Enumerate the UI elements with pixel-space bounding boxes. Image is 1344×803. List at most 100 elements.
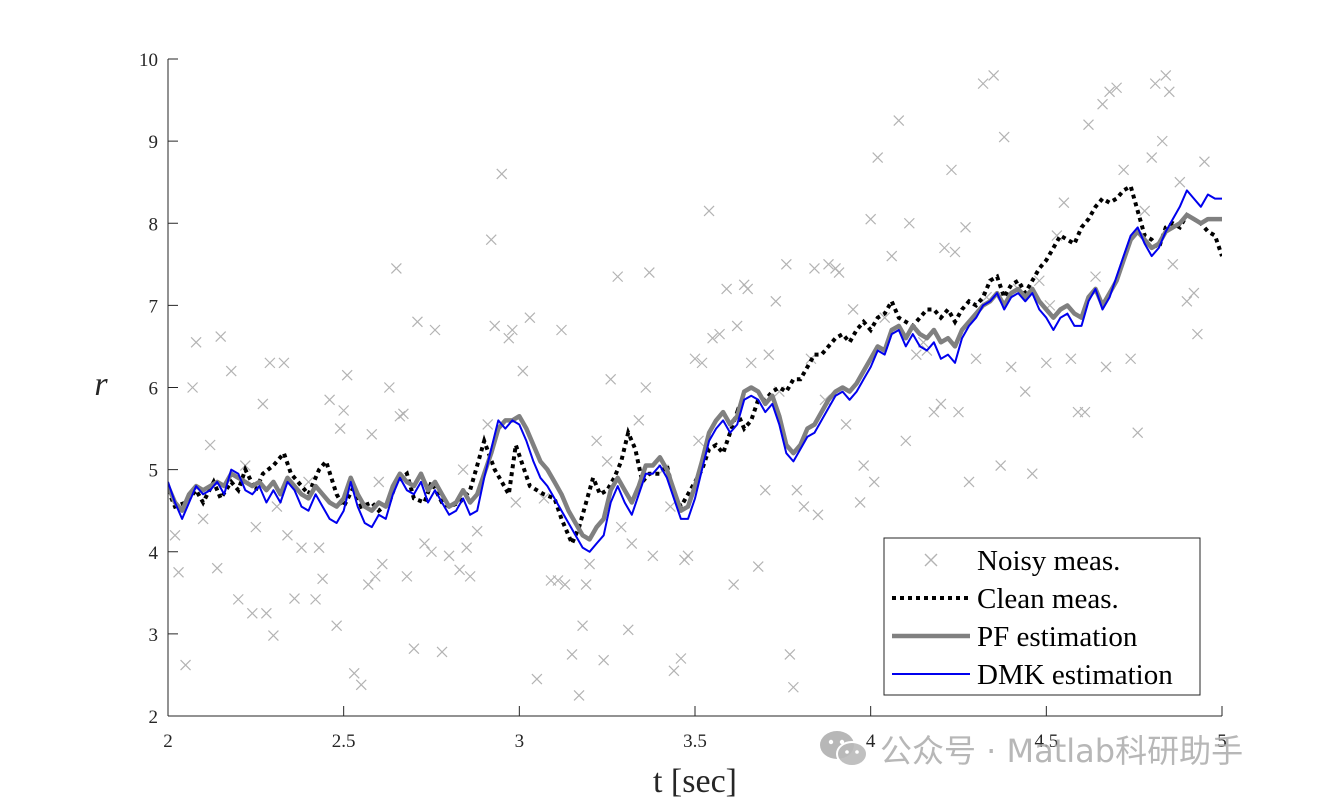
noisy-marker-179 bbox=[1167, 258, 1179, 270]
noisy-marker-66 bbox=[538, 492, 550, 504]
noisy-marker-118 bbox=[812, 509, 824, 521]
noisy-marker-16 bbox=[264, 357, 276, 369]
noisy-marker-177 bbox=[1160, 70, 1172, 81]
noisy-marker-30 bbox=[338, 405, 350, 416]
noisy-marker-56 bbox=[482, 419, 494, 430]
noisy-marker-25 bbox=[313, 542, 325, 554]
y-tick-label: 6 bbox=[149, 379, 159, 400]
clean-measurements-series bbox=[168, 183, 1222, 549]
noisy-marker-142 bbox=[949, 246, 961, 258]
noisy-marker-161 bbox=[1065, 353, 1077, 365]
noisy-marker-61 bbox=[506, 324, 518, 336]
noisy-marker-94 bbox=[689, 353, 701, 365]
noisy-marker-96 bbox=[696, 357, 708, 369]
noisy-marker-122 bbox=[833, 267, 845, 278]
noisy-marker-49 bbox=[436, 646, 448, 658]
y-tick-label: 3 bbox=[149, 625, 159, 646]
noisy-marker-65 bbox=[531, 673, 543, 685]
y-tick-label: 2 bbox=[149, 707, 159, 728]
noisy-marker-76 bbox=[591, 435, 603, 447]
noisy-marker-93 bbox=[682, 550, 694, 562]
noisy-marker-3 bbox=[187, 382, 199, 393]
legend-label: PF estimation bbox=[977, 621, 1138, 653]
noisy-marker-180 bbox=[1174, 176, 1186, 188]
noisy-marker-74 bbox=[580, 579, 592, 591]
noisy-marker-39 bbox=[383, 382, 395, 393]
legend-swatch-noisy bbox=[924, 553, 938, 567]
legend-box bbox=[883, 537, 1201, 696]
y-tick-label: 7 bbox=[149, 296, 159, 317]
x-tick-label: 3 bbox=[515, 731, 525, 752]
noisy-marker-108 bbox=[763, 349, 775, 361]
noisy-marker-42 bbox=[397, 408, 409, 420]
tick-labels: 2 2.5 3 3.5 4 4.5 5 2 3 4 5 6 7 8 9 10 bbox=[139, 50, 1227, 752]
noisy-marker-81 bbox=[615, 521, 627, 533]
noisy-marker-87 bbox=[647, 550, 659, 562]
noisy-marker-46 bbox=[419, 538, 430, 549]
noisy-marker-90 bbox=[668, 665, 680, 677]
noisy-marker-129 bbox=[872, 152, 884, 163]
noisy-marker-145 bbox=[963, 476, 975, 488]
noisy-marker-37 bbox=[373, 476, 385, 488]
noisy-marker-53 bbox=[461, 542, 473, 554]
axes bbox=[167, 58, 1223, 717]
noisy-marker-139 bbox=[935, 398, 947, 410]
y-tick-label: 10 bbox=[139, 50, 158, 71]
x-tick-label: 2.5 bbox=[332, 731, 356, 752]
noisy-marker-6 bbox=[204, 439, 216, 451]
noisy-marker-115 bbox=[798, 501, 810, 513]
noisy-marker-138 bbox=[928, 406, 940, 418]
noisy-marker-79 bbox=[605, 373, 617, 385]
noisy-marker-165 bbox=[1090, 271, 1101, 283]
noisy-marker-132 bbox=[893, 115, 905, 127]
watermark: 公众号 · Matlab科研助手 bbox=[818, 726, 1243, 772]
noisy-marker-107 bbox=[759, 484, 771, 496]
noisy-marker-117 bbox=[809, 262, 820, 274]
noisy-marker-24 bbox=[310, 593, 321, 605]
noisy-marker-19 bbox=[278, 357, 290, 369]
noisy-marker-126 bbox=[858, 460, 870, 471]
noisy-marker-152 bbox=[1005, 361, 1017, 373]
noisy-marker-31 bbox=[341, 369, 353, 381]
noisy-marker-151 bbox=[998, 131, 1010, 143]
noisy-marker-1 bbox=[173, 566, 184, 578]
noisy-marker-71 bbox=[566, 648, 578, 660]
noisy-marker-13 bbox=[250, 521, 262, 533]
x-tick-label: 5 bbox=[1217, 731, 1227, 752]
noisy-marker-69 bbox=[556, 324, 567, 336]
noisy-marker-73 bbox=[577, 620, 588, 632]
watermark-text: 公众号 · Matlab科研助手 bbox=[880, 732, 1244, 770]
noisy-marker-44 bbox=[408, 643, 420, 655]
noisy-marker-21 bbox=[289, 593, 300, 604]
noisy-marker-125 bbox=[854, 497, 866, 508]
noisy-marker-75 bbox=[584, 558, 596, 570]
y-tick-label: 5 bbox=[149, 461, 159, 482]
noisy-marker-62 bbox=[510, 497, 522, 508]
noisy-marker-89 bbox=[664, 501, 676, 513]
noisy-marker-141 bbox=[946, 164, 957, 176]
noisy-marker-163 bbox=[1079, 406, 1091, 418]
noisy-marker-7 bbox=[211, 562, 223, 574]
noisy-marker-112 bbox=[784, 648, 796, 660]
noisy-marker-91 bbox=[675, 653, 687, 664]
x-axis-label: t [sec] bbox=[653, 763, 737, 800]
noisy-marker-95 bbox=[693, 435, 704, 447]
noisy-marker-59 bbox=[496, 168, 508, 180]
legend-label: Noisy meas. bbox=[977, 545, 1120, 577]
x-tick-label: 4 bbox=[866, 731, 876, 752]
noisy-marker-120 bbox=[823, 258, 834, 270]
legend: Noisy meas. Clean meas. PF estimation DMK e… bbox=[883, 537, 1201, 696]
noisy-marker-104 bbox=[742, 283, 754, 295]
noisy-marker-0 bbox=[169, 529, 181, 541]
noisy-marker-109 bbox=[770, 295, 782, 307]
noisy-marker-50 bbox=[443, 550, 455, 562]
noisy-marker-172 bbox=[1132, 427, 1144, 439]
noisy-marker-147 bbox=[977, 78, 989, 90]
noisy-marker-77 bbox=[598, 654, 610, 666]
pf-estimation-line bbox=[168, 212, 1222, 542]
noisy-marker-51 bbox=[454, 564, 466, 576]
noisy-marker-72 bbox=[573, 690, 585, 701]
noisy-marker-4 bbox=[190, 336, 202, 348]
noisy-marker-149 bbox=[988, 70, 1000, 81]
noisy-marker-57 bbox=[485, 234, 497, 246]
